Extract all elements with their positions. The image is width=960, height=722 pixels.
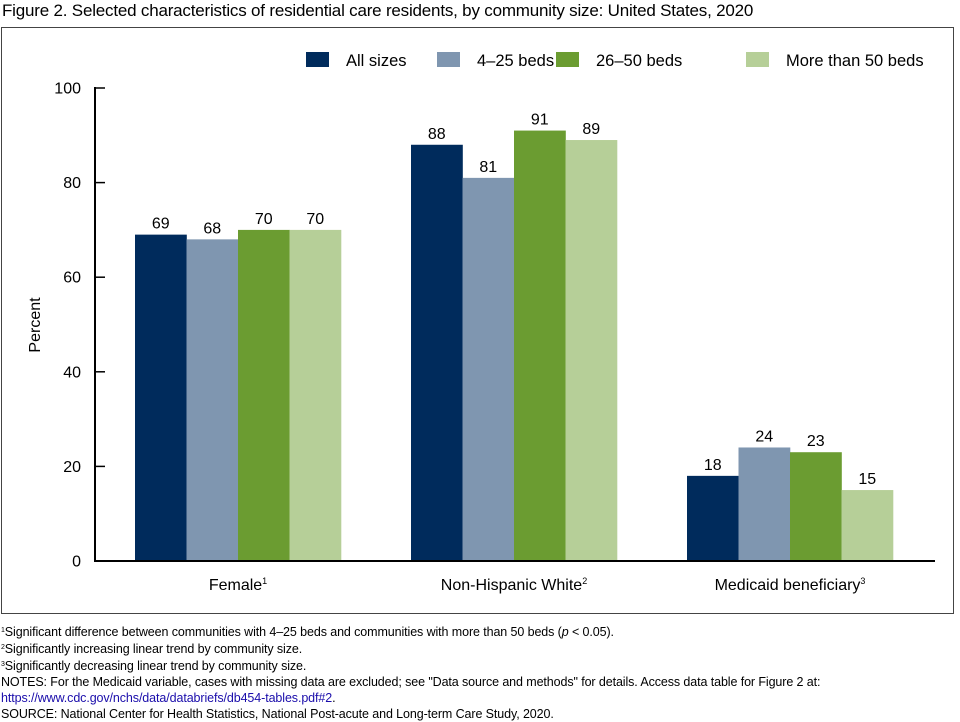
bar-chart: All sizes 4–25 beds 26–50 beds More than 50… (27, 52, 935, 594)
bar (186, 239, 239, 562)
figure-title: Figure 2. Selected characteristics of re… (2, 1, 754, 20)
bar (790, 452, 842, 561)
bar (841, 490, 894, 561)
legend-label: 4–25 beds (477, 52, 554, 70)
y-tick-label: 100 (54, 81, 81, 98)
bar (687, 475, 739, 561)
bar-value-label: 91 (531, 112, 549, 129)
legend-swatch (556, 52, 579, 67)
legend-label: All sizes (346, 52, 407, 70)
legend-swatch (746, 52, 769, 67)
bar-value-label: 69 (152, 216, 170, 233)
y-tick-label: 80 (63, 175, 81, 192)
y-tick-label: 0 (72, 554, 81, 571)
x-category-label: Non-Hispanic White2 (441, 576, 587, 594)
y-tick-label: 20 (63, 459, 81, 476)
source-text: SOURCE: National Center for Health Stati… (1, 707, 554, 721)
footnote-3: 3Significantly decreasing linear trend b… (1, 659, 307, 673)
legend-label: More than 50 beds (786, 52, 924, 70)
bar-value-label: 70 (306, 211, 324, 228)
notes-text: NOTES: For the Medicaid variable, cases … (1, 675, 821, 689)
bar (514, 130, 566, 561)
bar (411, 144, 463, 561)
y-axis-label: Percent (27, 297, 44, 353)
legend-swatch (437, 52, 460, 67)
bars: 69 68 70 70 88 81 91 89 18 24 23 15 (135, 112, 894, 562)
footnote-2: 2Significantly increasing linear trend b… (1, 642, 303, 656)
bar (238, 229, 290, 561)
bar-value-label: 18 (704, 457, 722, 474)
bar (462, 177, 515, 561)
bar (565, 140, 618, 561)
notes-section: 1Significant difference between communit… (1, 625, 821, 721)
x-axis: Female1 Non-Hispanic White2 Medicaid benef… (94, 560, 935, 594)
bar-value-label: 24 (755, 428, 773, 445)
legend-label: 26–50 beds (596, 52, 682, 70)
bar-value-label: 81 (479, 159, 497, 176)
legend: All sizes 4–25 beds 26–50 beds More than 50… (306, 52, 924, 70)
y-tick-label: 40 (63, 364, 81, 381)
data-table-link[interactable]: https://www.cdc.gov/nchs/data/databriefs… (1, 691, 333, 705)
y-tick-label: 60 (63, 270, 81, 287)
bar-value-label: 15 (858, 471, 876, 488)
y-axis: 0 20 40 60 80 100 Percent (27, 81, 105, 571)
chart-frame (1, 27, 954, 614)
bar (135, 234, 187, 561)
legend-swatch (306, 52, 329, 67)
bar (289, 229, 342, 561)
bar-value-label: 89 (582, 121, 600, 138)
bar (738, 447, 791, 561)
bar-value-label: 23 (807, 433, 825, 450)
bar-value-label: 68 (203, 220, 221, 237)
footnote-1: 1Significant difference between communit… (1, 625, 614, 639)
x-category-label: Medicaid beneficiary3 (715, 576, 866, 594)
bar-value-label: 88 (428, 126, 446, 143)
x-category-label: Female1 (209, 576, 267, 594)
bar-value-label: 70 (255, 211, 273, 228)
